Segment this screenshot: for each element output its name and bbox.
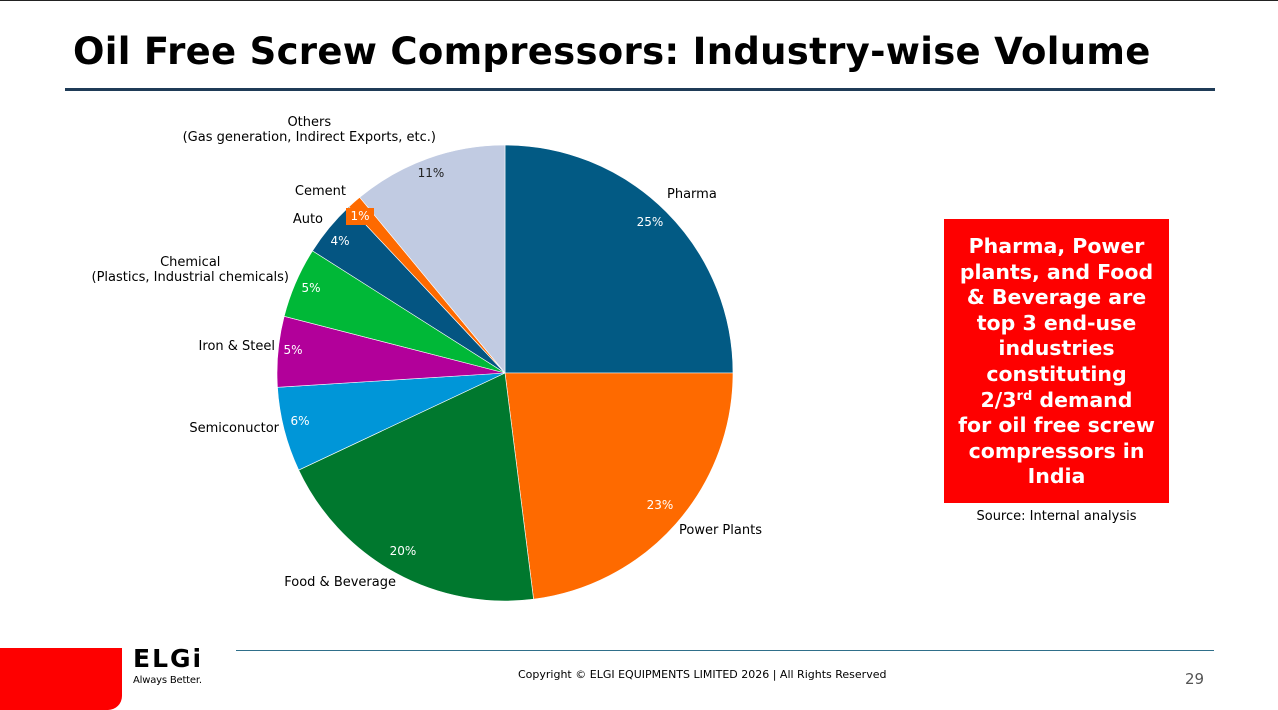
value-label: 23% <box>647 498 674 512</box>
callout-line: India <box>1027 464 1086 489</box>
callout-line: top 3 end-use <box>976 310 1137 335</box>
logo-wordmark: ELGi <box>133 644 204 673</box>
callout-line: & Beverage are <box>966 285 1147 310</box>
category-label: Iron & Steel <box>199 339 275 354</box>
title-underline <box>65 88 1215 91</box>
value-label: 20% <box>390 544 417 558</box>
category-label-line: (Plastics, Industrial chemicals) <box>92 270 290 285</box>
category-label: Auto <box>293 212 323 227</box>
callout-demand: demand <box>1032 387 1133 412</box>
category-label-line: Chemical <box>160 255 220 270</box>
category-label: Pharma <box>667 187 717 202</box>
pie-slice-power-plants <box>504 372 734 600</box>
callout-line: plants, and Food <box>959 259 1154 284</box>
category-label: Chemical (Plastics, Industrial chemicals) <box>92 255 290 285</box>
value-label: 4% <box>330 234 349 248</box>
category-label-line: Semiconuctor <box>189 421 279 436</box>
category-label-line: Auto <box>293 212 323 227</box>
category-label-line: Others <box>287 115 331 130</box>
elgi-logo: ELGi Always Better. <box>133 644 204 687</box>
top-border <box>0 0 1278 1</box>
category-label: Cement <box>295 184 346 199</box>
source-note: Source: Internal analysis <box>976 509 1137 524</box>
callout-superscript: rd <box>1016 388 1033 404</box>
category-label: Semiconuctor <box>189 421 279 436</box>
callout-line: for oil free screw <box>958 413 1155 438</box>
category-label-line: Pharma <box>667 187 717 202</box>
slide-title: Oil Free Screw Compressors: Industry-wis… <box>73 30 1151 73</box>
copyright-notice: Copyright © ELGI EQUIPMENTS LIMITED 2026… <box>518 668 887 681</box>
pie-slice-food-beverage <box>298 372 534 602</box>
callout-line: compressors in <box>968 438 1145 463</box>
value-label: 6% <box>290 414 309 428</box>
callout-line: Pharma, Power <box>968 234 1145 258</box>
category-label-line: Cement <box>295 184 346 199</box>
category-label-line: (Gas generation, Indirect Exports, etc.) <box>183 130 436 145</box>
callout-line: 2/3rd demand <box>944 388 1169 414</box>
value-label: 11% <box>418 166 445 180</box>
category-label: Food & Beverage <box>284 575 396 590</box>
logo-tagline: Always Better. <box>133 675 202 686</box>
callout-fraction: 2/3 <box>980 387 1017 412</box>
value-label: 5% <box>283 343 302 357</box>
category-label: Power Plants <box>679 523 762 538</box>
footer-divider <box>236 650 1214 651</box>
callout-line: industries <box>998 336 1115 361</box>
pie-slice-pharma <box>504 144 734 374</box>
category-label-line: Iron & Steel <box>199 339 275 354</box>
value-label: 25% <box>637 215 664 229</box>
pie-slice-others <box>359 144 506 374</box>
category-label-line: Food & Beverage <box>284 575 396 590</box>
key-insight-callout: Pharma, Power plants, and Food & Beverag… <box>944 219 1169 503</box>
value-label: 5% <box>301 281 320 295</box>
value-label: 1% <box>350 209 369 223</box>
page-number: 29 <box>1185 670 1205 688</box>
value-label-background <box>346 208 374 225</box>
category-label-line: Power Plants <box>679 523 762 538</box>
footer-red-tab <box>0 648 122 710</box>
callout-line: constituting <box>986 361 1127 386</box>
category-label: Others (Gas generation, Indirect Exports,… <box>183 115 436 145</box>
